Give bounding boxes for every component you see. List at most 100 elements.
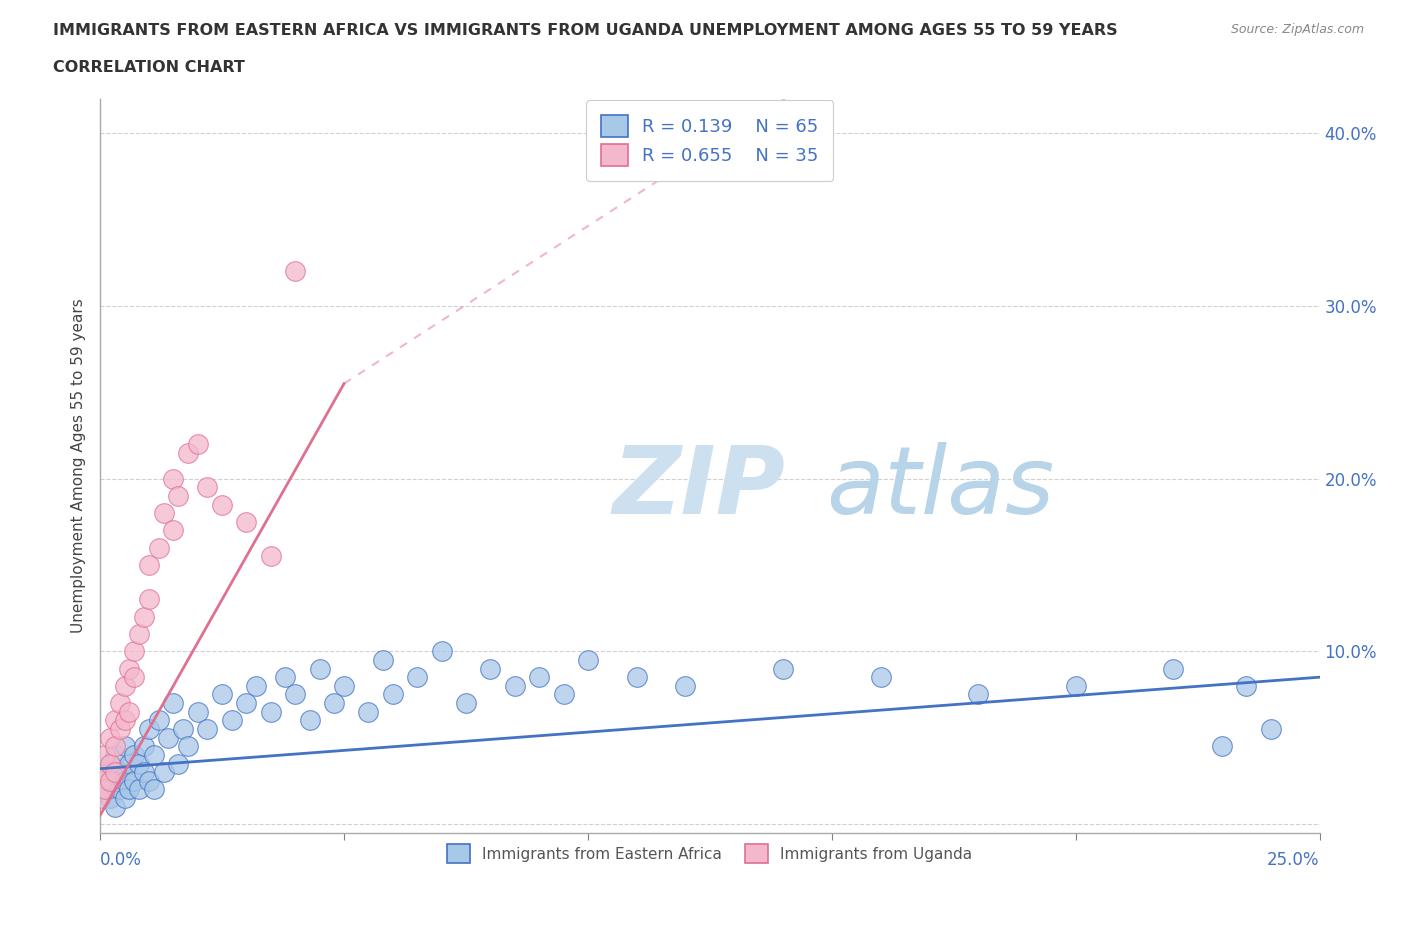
Point xyxy=(128,627,150,642)
Point xyxy=(104,799,127,814)
Point xyxy=(94,782,117,797)
Point xyxy=(1211,738,1233,753)
Point xyxy=(98,730,121,745)
Point xyxy=(128,782,150,797)
Point xyxy=(162,696,184,711)
Point xyxy=(235,696,257,711)
Text: Source: ZipAtlas.com: Source: ZipAtlas.com xyxy=(1230,23,1364,36)
Point xyxy=(94,748,117,763)
Point xyxy=(124,774,146,789)
Point xyxy=(142,782,165,797)
Point xyxy=(94,782,117,797)
Point xyxy=(298,713,321,728)
Point xyxy=(162,523,184,538)
Point xyxy=(118,756,141,771)
Point xyxy=(138,557,160,572)
Point xyxy=(869,670,891,684)
Point xyxy=(406,670,429,684)
Point xyxy=(142,748,165,763)
Point xyxy=(1064,678,1087,693)
Point xyxy=(197,480,219,495)
Point xyxy=(675,678,697,693)
Point xyxy=(333,678,356,693)
Point xyxy=(626,670,648,684)
Text: 25.0%: 25.0% xyxy=(1267,851,1320,869)
Point xyxy=(114,678,136,693)
Point xyxy=(118,661,141,676)
Point xyxy=(114,790,136,805)
Point xyxy=(138,722,160,737)
Text: atlas: atlas xyxy=(825,442,1054,533)
Point xyxy=(323,696,346,711)
Point xyxy=(152,764,174,779)
Point xyxy=(187,436,209,451)
Text: CORRELATION CHART: CORRELATION CHART xyxy=(53,60,245,75)
Point xyxy=(308,661,330,676)
Point xyxy=(108,722,131,737)
Point xyxy=(197,722,219,737)
Point xyxy=(527,670,550,684)
Point xyxy=(98,756,121,771)
Point xyxy=(245,678,267,693)
Point xyxy=(235,514,257,529)
Point xyxy=(284,264,307,279)
Point xyxy=(128,756,150,771)
Point xyxy=(479,661,502,676)
Point xyxy=(274,670,297,684)
Y-axis label: Unemployment Among Ages 55 to 59 years: Unemployment Among Ages 55 to 59 years xyxy=(72,299,86,633)
Point xyxy=(138,592,160,607)
Point xyxy=(967,687,990,702)
Point xyxy=(132,738,155,753)
Point xyxy=(260,704,283,719)
Point xyxy=(114,738,136,753)
Text: 0.0%: 0.0% xyxy=(100,851,142,869)
Point xyxy=(132,609,155,624)
Point xyxy=(104,738,127,753)
Point xyxy=(132,764,155,779)
Point xyxy=(260,549,283,564)
Point xyxy=(124,748,146,763)
Point xyxy=(211,687,233,702)
Point xyxy=(177,738,200,753)
Point xyxy=(114,713,136,728)
Point xyxy=(772,661,794,676)
Point xyxy=(162,472,184,486)
Point xyxy=(1260,722,1282,737)
Point xyxy=(104,764,127,779)
Point xyxy=(157,730,180,745)
Point xyxy=(454,696,477,711)
Point xyxy=(94,764,117,779)
Point xyxy=(108,696,131,711)
Point xyxy=(104,774,127,789)
Point xyxy=(118,782,141,797)
Point xyxy=(576,653,599,668)
Point xyxy=(167,756,190,771)
Point xyxy=(503,678,526,693)
Point xyxy=(124,670,146,684)
Point xyxy=(1161,661,1184,676)
Point xyxy=(152,506,174,521)
Point xyxy=(118,704,141,719)
Point xyxy=(172,722,194,737)
Legend: Immigrants from Eastern Africa, Immigrants from Uganda: Immigrants from Eastern Africa, Immigran… xyxy=(441,838,979,869)
Point xyxy=(371,653,394,668)
Point xyxy=(148,540,170,555)
Point xyxy=(98,790,121,805)
Point xyxy=(98,756,121,771)
Point xyxy=(89,790,111,805)
Point xyxy=(108,764,131,779)
Point xyxy=(553,687,575,702)
Point xyxy=(94,764,117,779)
Text: IMMIGRANTS FROM EASTERN AFRICA VS IMMIGRANTS FROM UGANDA UNEMPLOYMENT AMONG AGES: IMMIGRANTS FROM EASTERN AFRICA VS IMMIGR… xyxy=(53,23,1118,38)
Point xyxy=(430,644,453,658)
Point xyxy=(98,774,121,789)
Point xyxy=(177,445,200,460)
Point xyxy=(124,644,146,658)
Point xyxy=(108,782,131,797)
Point xyxy=(167,488,190,503)
Point xyxy=(211,497,233,512)
Point xyxy=(104,713,127,728)
Point xyxy=(89,774,111,789)
Point xyxy=(138,774,160,789)
Text: ZIP: ZIP xyxy=(612,442,785,534)
